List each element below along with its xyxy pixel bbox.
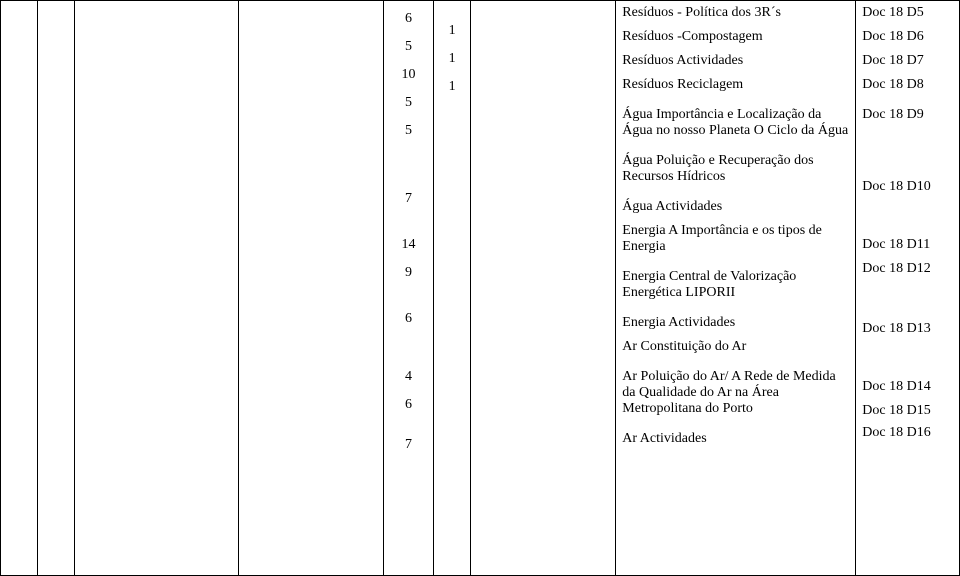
num-11: 7	[390, 431, 427, 459]
content-table: 6 5 10 5 5 7 14 9 6 4 6 7 1 1 1	[0, 0, 960, 576]
doc-agua-polu: Doc 18 D10	[862, 179, 953, 195]
topic-2: Resíduos Actividades	[622, 53, 849, 69]
doc-energia-import-1: Doc 18 D11	[862, 237, 948, 253]
num-4: 5	[390, 117, 427, 145]
topic-energia-import: Energia A Importância e os tipos de Ener…	[622, 223, 849, 255]
col-2	[38, 1, 75, 576]
doc-ar-const-1: Doc 18 D14	[862, 379, 948, 395]
topic-1: Resíduos -Compostagem	[622, 29, 849, 45]
doc-0: Doc 18 D5	[862, 5, 948, 21]
doc-1: Doc 18 D6	[862, 29, 948, 45]
num-2: 10	[390, 61, 427, 89]
doc-ar-const-2: Doc 18 D15	[862, 403, 948, 419]
topic-agua-act: Água Actividades	[622, 199, 849, 215]
num-9: 4	[390, 363, 427, 391]
doc-energia-central: Doc 18 D13	[862, 321, 953, 337]
num-10: 6	[390, 391, 427, 419]
doc-ar-polu: Doc 18 D16	[862, 425, 953, 441]
topic-agua-import: Água Importância e Localização da Água n…	[622, 107, 849, 139]
col-blank	[471, 1, 616, 576]
doc-3: Doc 18 D8	[862, 77, 948, 93]
topic-ar-act: Ar Actividades	[622, 431, 849, 447]
topic-ar-polu: Ar Poluição do Ar/ A Rede de Medida da Q…	[622, 369, 849, 417]
col-3	[75, 1, 239, 576]
col-doc: Doc 18 D5 Doc 18 D6 Doc 18 D7 Doc 18 D8 …	[856, 1, 960, 576]
num-8: 6	[390, 305, 427, 333]
col-c3: 6 5 10 5 5 7 14 9 6 4 6 7	[383, 1, 433, 576]
col-1	[1, 1, 38, 576]
sub-2: 1	[440, 45, 464, 73]
num-5: 7	[390, 185, 427, 213]
num-0: 6	[390, 5, 427, 33]
sub-1: 1	[440, 17, 464, 45]
topic-energia-central: Energia Central de Valorização Energétic…	[622, 269, 849, 301]
sub-0	[440, 5, 464, 17]
num-3: 5	[390, 89, 427, 117]
doc-2: Doc 18 D7	[862, 53, 948, 69]
topic-agua-polu: Água Poluição e Recuperação dos Recursos…	[622, 153, 849, 185]
topic-ar-const: Ar Constituição do Ar	[622, 339, 849, 355]
num-1: 5	[390, 33, 427, 61]
topic-energia-act: Energia Actividades	[622, 315, 849, 331]
doc-agua-import: Doc 18 D9	[862, 107, 953, 123]
topic-0: Resíduos - Política dos 3R´s	[622, 5, 849, 21]
num-7: 9	[390, 259, 427, 287]
num-6: 14	[390, 231, 427, 259]
col-topic: Resíduos - Política dos 3R´s Resíduos -C…	[616, 1, 856, 576]
topic-3: Resíduos Reciclagem	[622, 77, 849, 93]
col-c4: 1 1 1	[434, 1, 471, 576]
sub-3: 1	[440, 73, 464, 101]
doc-energia-import-2: Doc 18 D12	[862, 261, 953, 277]
col-4	[238, 1, 383, 576]
